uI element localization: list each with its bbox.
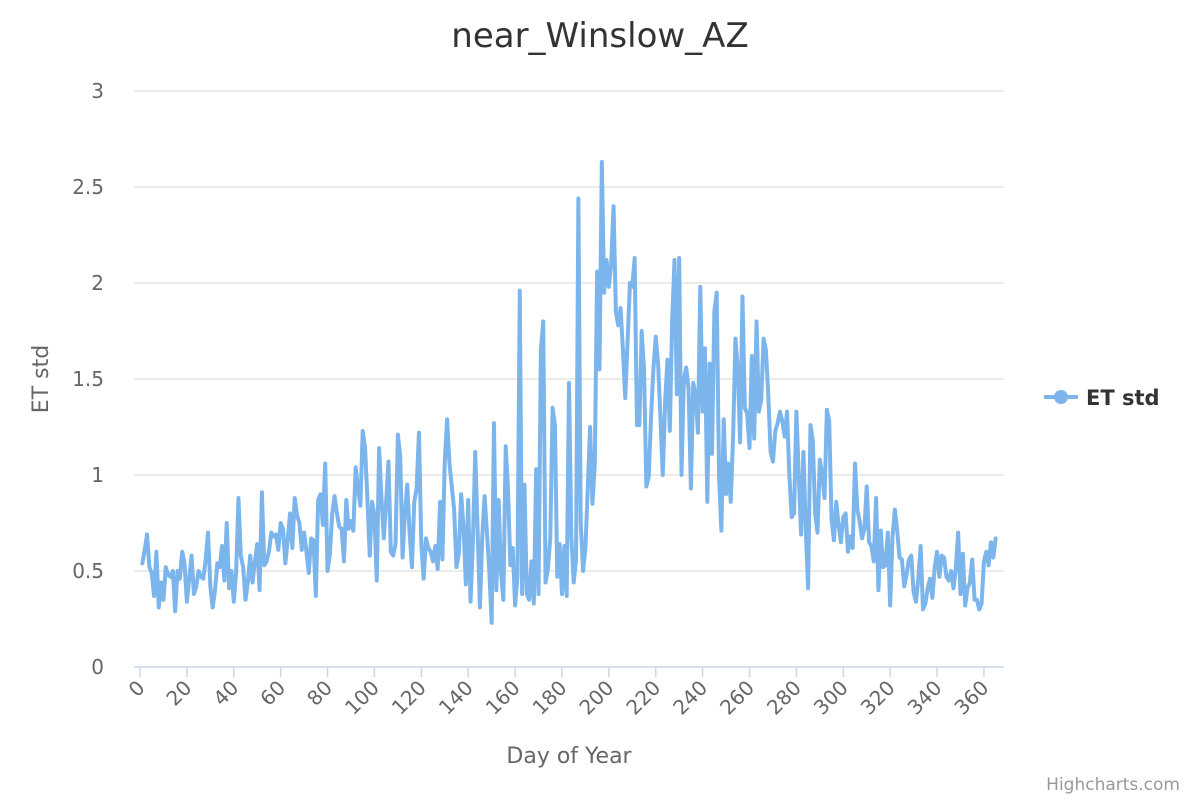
y-tick-label: 1.5 [72, 367, 104, 391]
y-tick-label: 3 [91, 79, 104, 103]
x-axis-title: Day of Year [506, 744, 632, 769]
y-tick-label: 0 [91, 655, 104, 679]
y-tick-label: 1 [91, 463, 104, 487]
y-axis-ticks: 0 0.5 1 1.5 2 2.5 3 [72, 79, 104, 679]
credits-link[interactable]: Highcharts.com [1046, 775, 1180, 795]
series-line-et-std[interactable] [140, 160, 998, 625]
legend[interactable]: ET std [1044, 386, 1160, 410]
y-tick-label: 2 [91, 271, 104, 295]
y-axis-title: ET std [29, 345, 54, 413]
legend-item-et-std[interactable]: ET std [1086, 386, 1160, 410]
series-group [140, 160, 998, 625]
y-tick-label: 2.5 [72, 175, 104, 199]
legend-symbol-marker [1054, 390, 1068, 404]
y-tick-label: 0.5 [72, 559, 104, 583]
chart-title: near_Winslow_AZ [451, 16, 748, 56]
